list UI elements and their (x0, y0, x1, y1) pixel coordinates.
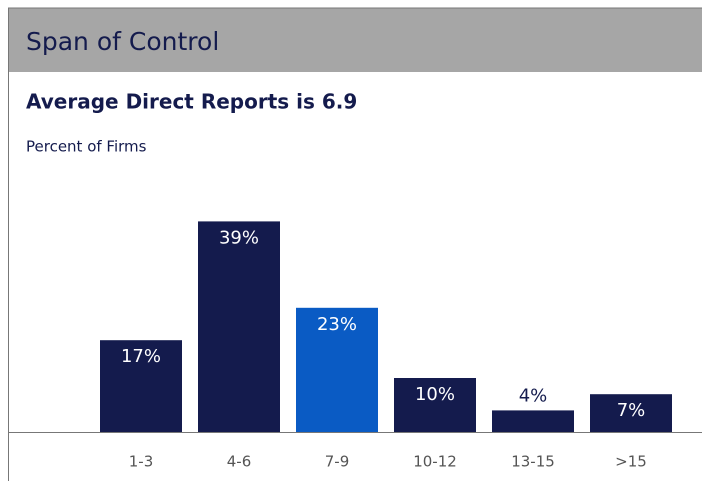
x-tick-label: 7-9 (325, 453, 350, 471)
x-tick-label: >15 (615, 453, 647, 471)
bar (394, 378, 476, 432)
bar (590, 394, 672, 432)
bar (492, 410, 574, 432)
bar (100, 340, 182, 432)
chart-subtitle: Average Direct Reports is 6.9 (26, 90, 357, 114)
x-tick-label: 4-6 (227, 453, 252, 471)
value-label: 10% (415, 384, 455, 405)
bar (198, 221, 280, 432)
x-tick-label: 1-3 (129, 453, 154, 471)
chart-title: Span of Control (26, 27, 219, 56)
value-label: 17% (121, 346, 161, 367)
x-tick-label: 13-15 (511, 453, 555, 471)
x-tick-label: 10-12 (413, 453, 457, 471)
value-label: 39% (219, 227, 259, 248)
value-label: 23% (317, 314, 357, 335)
header-bar (8, 8, 702, 72)
y-axis-label: Percent of Firms (26, 138, 147, 156)
value-label: 4% (519, 385, 548, 406)
bar (296, 307, 378, 432)
value-label: 7% (617, 400, 646, 421)
